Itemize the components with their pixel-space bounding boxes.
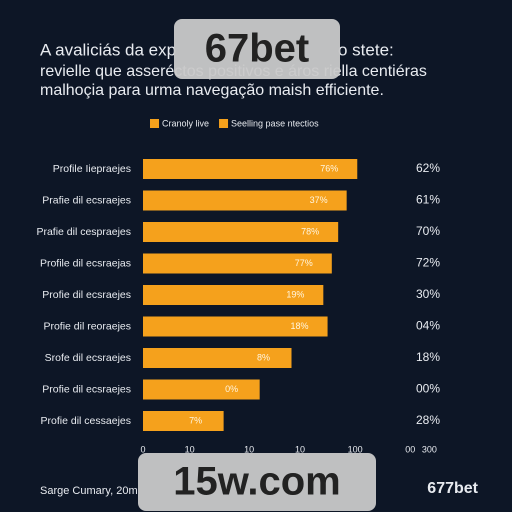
- bar-label: 8%: [257, 352, 270, 362]
- y-tick-label: Srofe dil ecsraejes: [45, 352, 131, 364]
- bar: [143, 348, 292, 368]
- bar-label: 37%: [310, 195, 328, 205]
- right-label: 28%: [416, 413, 440, 427]
- legend-label: Cranoly live: [162, 118, 209, 128]
- watermark: 67bet: [174, 19, 340, 79]
- legend-swatch: [219, 119, 229, 128]
- right-label: 72%: [416, 256, 440, 270]
- title-line: A avaliciás da exp: [40, 40, 176, 59]
- watermark-text: 67bet: [205, 27, 310, 71]
- bar: [143, 190, 347, 211]
- bar-label: 77%: [295, 258, 313, 268]
- legend-swatch: [150, 119, 159, 128]
- bar-label: 18%: [291, 321, 309, 331]
- right-label: 62%: [416, 161, 440, 175]
- x-tick-label: 10: [244, 444, 254, 454]
- right-label: 61%: [416, 193, 440, 207]
- y-tick-label: Profie dil ecsraejes: [42, 289, 131, 301]
- bar-label: 0%: [225, 384, 238, 394]
- right-label: 00%: [416, 382, 440, 396]
- y-tick-label: Prafie dil ecsraejes: [42, 194, 131, 206]
- y-tick-label: Profile dil ecsraejas: [40, 257, 131, 269]
- right-label: 04%: [416, 319, 440, 333]
- x-tick-label: 100: [348, 444, 363, 454]
- x-tick-label: 00: [405, 444, 415, 454]
- x-tick-label: 300: [422, 444, 437, 454]
- bar: [143, 159, 358, 179]
- bar-label: 7%: [189, 415, 202, 425]
- x-tick-label: 10: [295, 444, 305, 454]
- bar: [143, 379, 260, 400]
- y-tick-label: Profie dil cessaejes: [41, 415, 131, 427]
- watermark-box: [174, 19, 340, 79]
- bar-label: 19%: [286, 289, 304, 299]
- y-tick-label: Profile Iiepraejes: [53, 163, 131, 175]
- y-tick-label: Profie dil reoraejes: [43, 320, 131, 332]
- bar-label: 78%: [301, 226, 319, 236]
- source: Sarge Cumary, 20m: [40, 485, 138, 497]
- bar: [143, 316, 328, 337]
- right-label: 70%: [416, 224, 440, 238]
- bar: [143, 411, 224, 431]
- x-tick-label: 10: [185, 444, 195, 454]
- title-line: malhoçia para urma navegação maish effic…: [40, 82, 384, 99]
- bar-label: 76%: [320, 163, 338, 173]
- watermark-text: 15w.com: [173, 460, 340, 504]
- legend-label: Seelling pase ntectios: [231, 118, 319, 128]
- y-tick-label: Profie dil ecsraejes: [42, 383, 131, 395]
- title-line: o stete:: [338, 40, 394, 59]
- y-tick-label: Prafie dil cespraejes: [36, 226, 131, 238]
- bar: [143, 253, 332, 274]
- x-tick-label: 0: [140, 444, 145, 454]
- right-label: 18%: [416, 350, 440, 364]
- watermark-box: [138, 453, 376, 511]
- right-label: 30%: [416, 287, 440, 301]
- bar: [143, 222, 339, 242]
- bar: [143, 285, 324, 305]
- brand: 677bet: [427, 480, 478, 497]
